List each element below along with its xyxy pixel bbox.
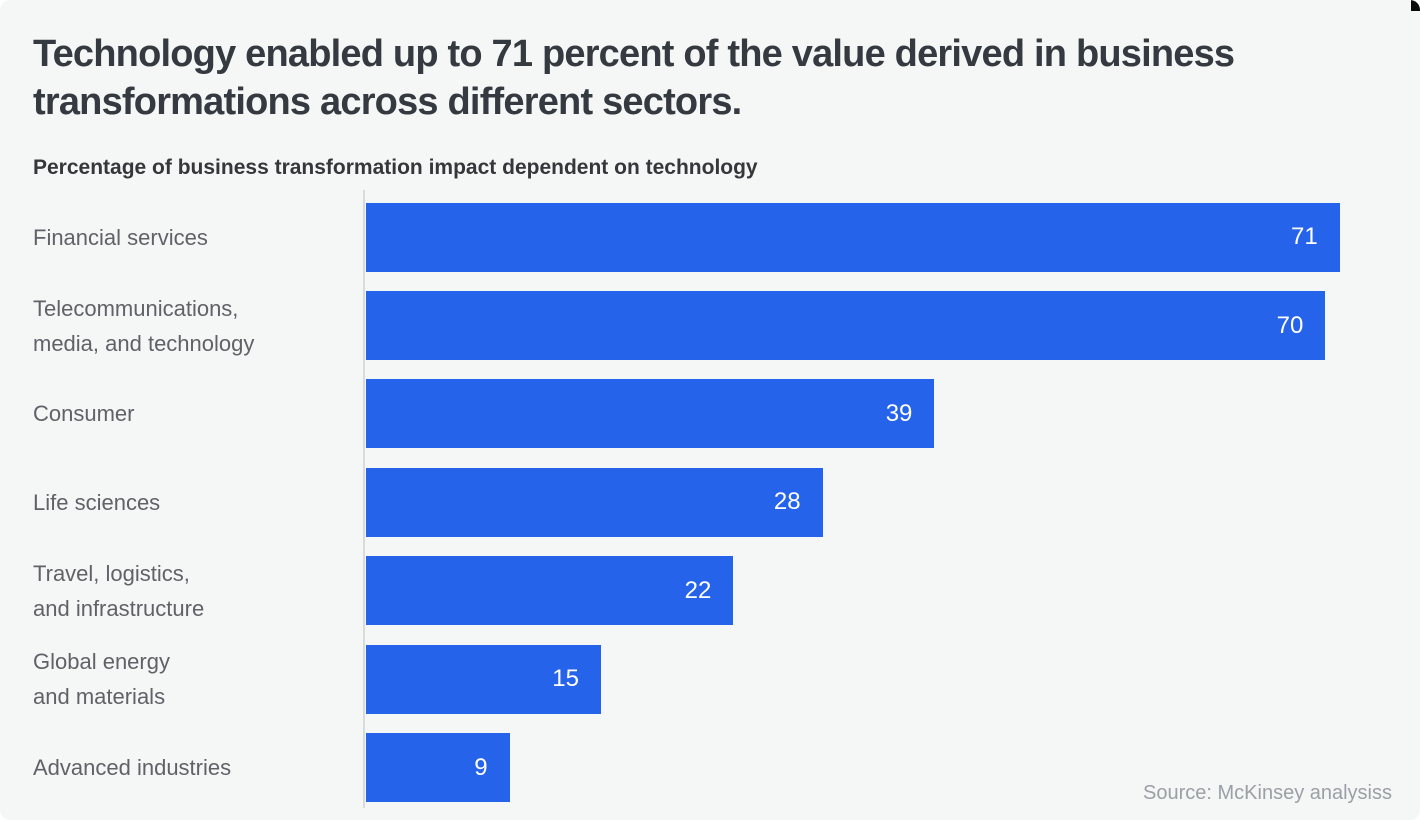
category-label: Advanced industries (33, 755, 232, 781)
chart-row: Advanced industries 9 (33, 723, 1392, 811)
category-label: Global energy and materials (33, 649, 170, 710)
chart-row: Financial services 71 (33, 193, 1392, 281)
bar-value-label: 15 (552, 665, 579, 693)
chart-title: Technology enabled up to 71 percent of t… (33, 33, 1235, 123)
bar: 22 (366, 556, 734, 626)
bar-value-label: 71 (1290, 223, 1318, 251)
plot-area: 15 (366, 644, 1392, 714)
chart-row: Life sciences 28 (33, 458, 1392, 546)
bar-value-label: 9 (474, 753, 488, 781)
category-label: Telecommunications, media, and technolog… (33, 295, 255, 356)
plot-area: 9 (366, 733, 1392, 803)
category-label: Travel, logistics, and infrastructure (33, 560, 205, 621)
bar-value-label: 70 (1276, 311, 1304, 339)
corner-mark (1411, 0, 1420, 11)
plot-area: 71 (366, 202, 1392, 272)
category-label: Life sciences (33, 489, 161, 515)
bar-value-label: 39 (885, 399, 913, 427)
bar: 28 (366, 467, 823, 537)
chart-rows: Financial services 71 Telecommunications, … (33, 193, 1392, 812)
category-label: Financial services (33, 224, 208, 250)
chart-row: Travel, logistics, and infrastructure 22 (33, 547, 1392, 635)
chart-row: Consumer 39 (33, 370, 1392, 458)
plot-area: 39 (366, 379, 1392, 449)
plot-area: 22 (366, 556, 1392, 626)
chart-subtitle: Percentage of business transformation im… (33, 156, 758, 179)
bar: 71 (366, 202, 1340, 272)
bar: 15 (366, 644, 601, 714)
plot-area: 28 (366, 467, 1392, 537)
bar: 39 (366, 379, 935, 449)
bar-value-label: 22 (684, 576, 712, 604)
source-note: Source: McKinsey analysiss (1143, 782, 1392, 804)
bar-chart: Financial services 71 Telecommunications, … (33, 190, 1392, 813)
bar: 9 (366, 733, 510, 803)
bar-value-label: 28 (773, 488, 801, 516)
chart-row: Global energy and materials 15 (33, 635, 1392, 723)
plot-area: 70 (366, 291, 1392, 361)
bar: 70 (366, 291, 1326, 361)
category-label: Consumer (33, 401, 135, 427)
chart-row: Telecommunications, media, and technolog… (33, 281, 1392, 369)
y-axis-line (363, 190, 365, 808)
